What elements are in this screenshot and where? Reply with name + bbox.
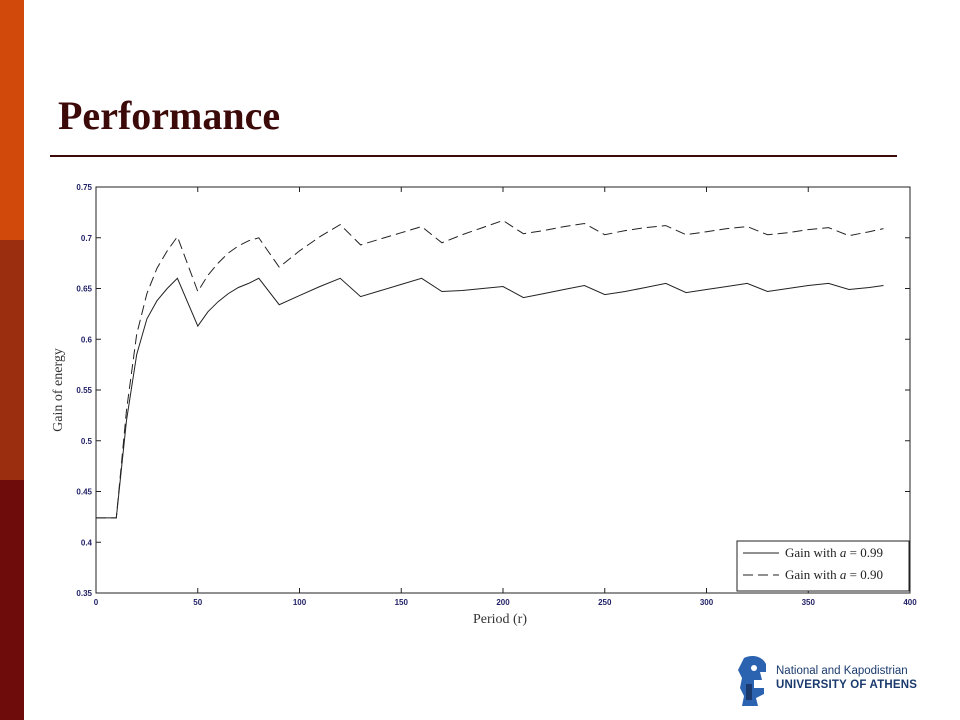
- x-tick-label: 50: [193, 598, 202, 607]
- y-tick-label: 0.65: [76, 285, 92, 294]
- y-axis-label: Gain of energy: [51, 348, 66, 432]
- x-tick-label: 350: [802, 598, 816, 607]
- series-line-dashed: [96, 219, 884, 519]
- university-logo: National and Kapodistrian UNIVERSITY OF …: [736, 652, 936, 708]
- legend-entry-1: Gain with a = 0.99: [785, 545, 883, 560]
- y-tick-label: 0.35: [76, 589, 92, 598]
- logo-line-1: National and Kapodistrian: [776, 665, 908, 677]
- y-tick-label: 0.75: [76, 183, 92, 192]
- legend-box: [736, 540, 910, 592]
- logo-line-2: UNIVERSITY OF ATHENS: [776, 679, 918, 691]
- y-tick-label: 0.5: [81, 437, 93, 446]
- y-tick-label: 0.7: [81, 234, 93, 243]
- series-lines: [96, 219, 884, 519]
- title-rule: [50, 155, 897, 157]
- x-tick-label: 300: [700, 598, 714, 607]
- x-tick-label: 250: [598, 598, 612, 607]
- plot-area: [95, 186, 911, 594]
- axis-ticks: 0 50 100 150 200 250 300 350 400 0.35 0.4 0.45 0.5 0.…: [76, 183, 917, 607]
- x-tick-label: 0: [94, 598, 99, 607]
- slide-title: Performance: [58, 93, 281, 138]
- y-tick-label: 0.4: [81, 538, 93, 547]
- chart-legend: Gain with a = 0.99 Gain with a = 0.90: [736, 540, 910, 592]
- y-tick-label: 0.45: [76, 488, 92, 497]
- logo-text: National and Kapodistrian UNIVERSITY OF …: [776, 664, 917, 692]
- x-tick-label: 100: [293, 598, 307, 607]
- series-line-solid: [96, 277, 884, 519]
- athena-helmet-icon: [738, 656, 766, 706]
- x-tick-label: 200: [496, 598, 510, 607]
- x-axis-label: Period (r): [473, 612, 527, 627]
- x-tick-label: 400: [903, 598, 917, 607]
- legend-entry-2: Gain with a = 0.90: [785, 567, 883, 582]
- side-bar-bottom: [0, 480, 24, 720]
- side-bar-top: [0, 0, 24, 240]
- side-bar-middle: [0, 240, 24, 480]
- line-chart: 0 50 100 150 200 250 300 350 400 0.35 0.4 0.45 0.5 0.…: [51, 183, 917, 627]
- y-tick-label: 0.55: [76, 386, 92, 395]
- x-tick-label: 150: [395, 598, 409, 607]
- y-tick-label: 0.6: [81, 335, 93, 344]
